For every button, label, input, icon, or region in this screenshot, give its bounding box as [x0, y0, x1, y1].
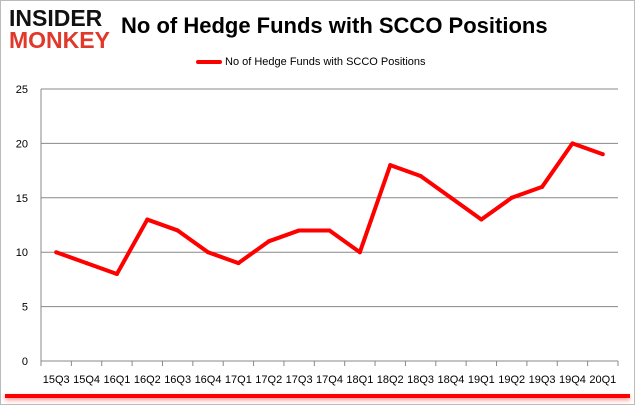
x-tick-label: 15Q3	[43, 374, 70, 386]
data-point	[327, 228, 332, 233]
y-tick-label: 15	[16, 193, 28, 205]
y-tick-label: 25	[16, 84, 28, 96]
data-point	[236, 261, 241, 266]
x-tick-label: 20Q1	[589, 374, 616, 386]
x-tick-label: 18Q4	[438, 374, 465, 386]
x-tick-label: 19Q2	[498, 374, 525, 386]
data-point	[357, 250, 362, 255]
x-tick-label: 19Q1	[468, 374, 495, 386]
x-tick-label: 16Q1	[103, 374, 130, 386]
data-point	[570, 141, 575, 146]
bottom-accent-bar	[5, 394, 630, 398]
data-point	[540, 184, 545, 189]
logo-line2: MONKEY	[9, 27, 110, 53]
x-tick-label: 19Q4	[559, 374, 586, 386]
x-tick-label: 16Q3	[164, 374, 191, 386]
data-point	[388, 163, 393, 168]
x-tick-label: 16Q2	[134, 374, 161, 386]
y-tick-label: 5	[22, 302, 28, 314]
insider-monkey-logo: INSIDER MONKEY	[9, 5, 110, 53]
data-point	[145, 217, 150, 222]
x-tick-label: 17Q4	[316, 374, 343, 386]
data-point	[509, 195, 514, 200]
x-tick-label: 18Q3	[407, 374, 434, 386]
y-tick-label: 10	[16, 247, 28, 259]
x-tick-label: 17Q2	[255, 374, 282, 386]
chart-title: No of Hedge Funds with SCCO Positions	[121, 13, 548, 38]
x-tick-label: 16Q4	[195, 374, 222, 386]
data-point	[297, 228, 302, 233]
data-point	[479, 217, 484, 222]
series-line	[55, 141, 604, 276]
logo-line1: INSIDER	[9, 5, 103, 31]
x-tick-label: 15Q4	[73, 374, 100, 386]
legend-label: No of Hedge Funds with SCCO Positions	[225, 56, 426, 68]
data-point	[600, 152, 605, 157]
data-point	[266, 239, 271, 244]
y-tick-label: 0	[22, 356, 28, 368]
data-point	[206, 250, 211, 255]
x-tick-label: 19Q3	[529, 374, 556, 386]
x-tick-label: 18Q1	[346, 374, 373, 386]
data-point	[84, 261, 89, 266]
x-tick-label: 17Q3	[286, 374, 313, 386]
x-tick-label: 18Q2	[377, 374, 404, 386]
x-tick-label: 17Q1	[225, 374, 252, 386]
y-tick-label: 20	[16, 138, 28, 150]
data-point	[114, 271, 119, 276]
data-point	[54, 250, 59, 255]
data-point	[175, 228, 180, 233]
legend-swatch	[196, 60, 222, 64]
data-point	[448, 195, 453, 200]
data-point	[418, 174, 423, 179]
legend: No of Hedge Funds with SCCO Positions	[196, 56, 426, 68]
